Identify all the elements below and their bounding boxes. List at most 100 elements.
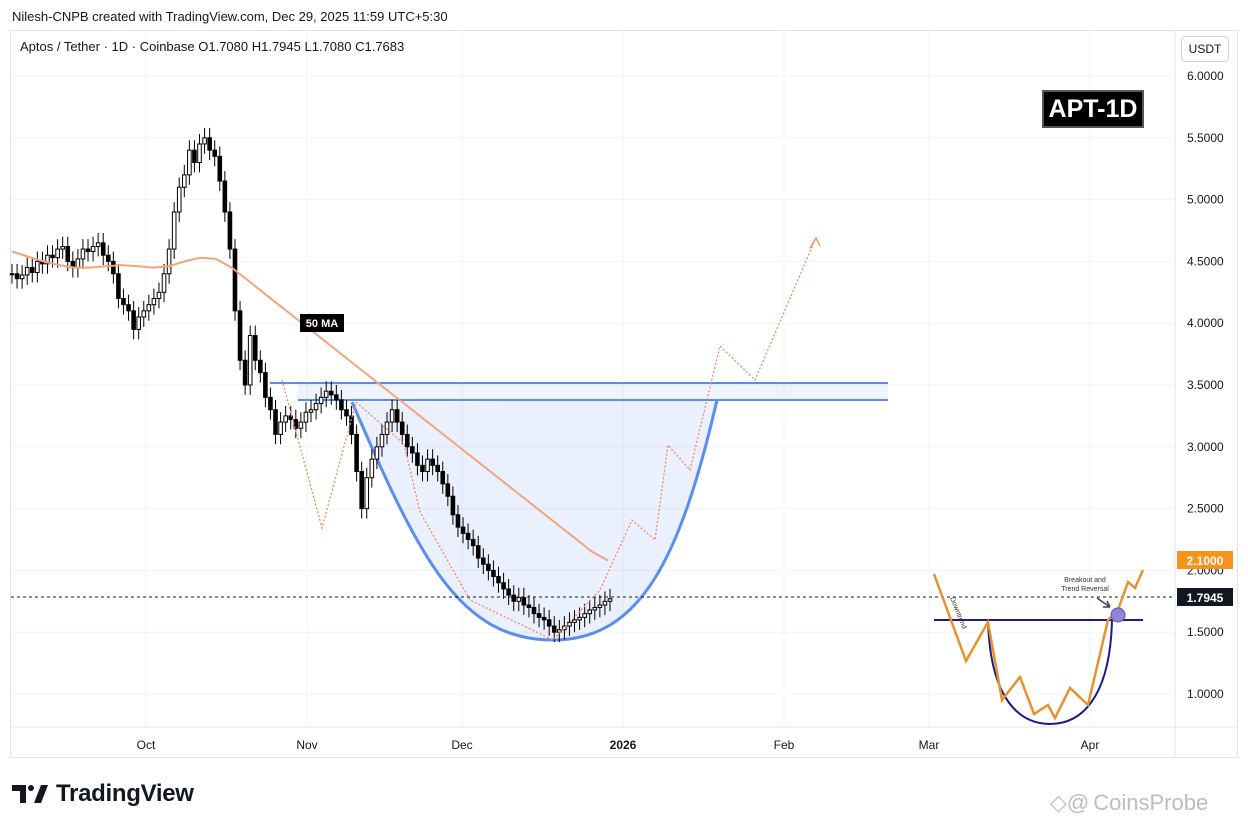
candle-body (475, 545, 481, 559)
projection-arrowhead (809, 236, 821, 249)
candle-body (313, 403, 319, 411)
cup-outline (350, 399, 719, 642)
candle-body (75, 258, 81, 269)
candle-body (136, 316, 141, 330)
candle-body (404, 433, 410, 448)
candle-body (369, 458, 375, 479)
candle-body (212, 149, 218, 157)
candle-body (440, 471, 446, 485)
y-tick-label: 4.5000 (1187, 254, 1224, 268)
inset-breakout-dot (1110, 607, 1126, 623)
candle-body (29, 267, 35, 274)
candle-body (481, 557, 486, 565)
candle-body (602, 600, 608, 606)
candle-body (450, 495, 456, 516)
candle-body (394, 409, 400, 423)
candle-body (100, 242, 106, 256)
candle-body (14, 273, 20, 280)
candle-body (496, 576, 501, 584)
candle-body (176, 186, 182, 213)
y-tick-label: 2.5000 (1187, 502, 1224, 516)
candle-body (521, 597, 527, 606)
candle-body (227, 211, 233, 250)
candle-body (192, 149, 197, 164)
candle-body (415, 452, 420, 466)
candle-body (156, 291, 162, 299)
candle-body (65, 246, 71, 262)
y-tick-label: 5.0000 (1187, 193, 1224, 207)
chart-frame (10, 30, 1238, 758)
candle-body (379, 433, 385, 448)
candle-body (182, 174, 187, 188)
candle-body (572, 619, 577, 623)
candle-body (166, 248, 172, 275)
candle-body (217, 155, 223, 182)
ma-label: 50 MA (306, 318, 338, 330)
candle-body (303, 411, 309, 423)
candle-body (146, 304, 152, 312)
resistance-band (298, 383, 888, 400)
candle-body (562, 625, 567, 631)
target-price-box (1177, 551, 1233, 569)
candle-body (308, 409, 314, 413)
candle-body (526, 604, 532, 608)
candle-body (344, 409, 349, 417)
candle-body (511, 594, 517, 602)
candle-body (587, 609, 593, 615)
candle-body (389, 409, 395, 423)
candle-body (197, 143, 202, 164)
tradingview-logo[interactable]: TradingView (12, 780, 194, 808)
candle-body (171, 211, 177, 250)
candle-body (318, 396, 324, 405)
candle-body (551, 625, 557, 633)
candle-body (85, 248, 91, 253)
tradingview-icon (12, 785, 48, 803)
candle-body (328, 390, 334, 396)
candle-body (45, 254, 50, 265)
candle-body (80, 248, 86, 260)
currency-button[interactable]: USDT (1181, 36, 1229, 62)
candle-body (445, 483, 451, 497)
candle-body (116, 273, 121, 299)
candle-body (506, 588, 511, 596)
candle-body (607, 598, 613, 602)
ma-label-box (300, 314, 344, 332)
last-price-box (1177, 588, 1233, 606)
candle-body (541, 616, 547, 621)
y-tick-label: 3.0000 (1187, 440, 1224, 454)
symbol-legend: Aptos / Tether · 1D · Coinbase O1.7080 H… (20, 39, 405, 54)
inset-breakout-label-1: Breakout and (1064, 577, 1106, 584)
candle-body (597, 604, 603, 608)
last-price-label: 1.7945 (1187, 591, 1224, 605)
candle-body (222, 180, 228, 213)
x-tick-label: Oct (137, 738, 156, 752)
candle-body (516, 597, 522, 602)
inset-arrow (1096, 597, 1111, 608)
candle-body (161, 273, 167, 293)
y-tick-label: 1.0000 (1187, 687, 1224, 701)
candle-body (339, 399, 344, 411)
candle-body (354, 433, 359, 473)
candle-body (399, 421, 405, 435)
x-tick-label: Dec (451, 738, 472, 752)
watermark-text: CoinsProbe (1093, 790, 1209, 815)
candle-body (374, 446, 380, 460)
candle-body (263, 372, 268, 398)
x-tick-label: 2026 (610, 738, 637, 752)
x-tick-label: Apr (1081, 738, 1100, 752)
inset-pattern: Downtrend Breakout and Trend Reversal (932, 569, 1145, 726)
candle-body (50, 254, 55, 259)
candle-body (425, 458, 430, 473)
target-price-label: 2.1000 (1187, 554, 1224, 568)
candle-body (111, 260, 116, 275)
candle-body (420, 464, 425, 473)
symbol-badge: APT-1D (1042, 90, 1144, 128)
candle-body (273, 409, 278, 435)
candle-body (536, 613, 542, 618)
candle-body (435, 464, 440, 473)
candle-body (187, 149, 192, 176)
candle-body (121, 297, 126, 306)
candle-body (470, 539, 476, 547)
candle-body (242, 359, 248, 386)
